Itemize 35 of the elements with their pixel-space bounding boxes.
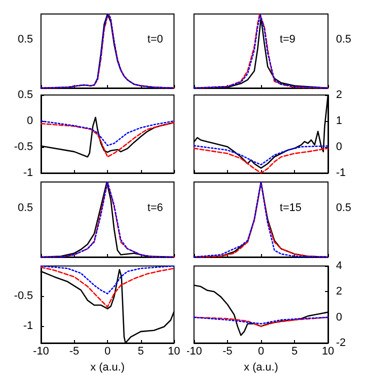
y-tick-label: -0.5: [14, 141, 33, 153]
line-series: [193, 145, 329, 166]
x-axis-title: x (a.u.): [244, 361, 278, 374]
annotation: t=15: [280, 202, 302, 214]
x-axis-title: x (a.u.): [90, 361, 125, 374]
x-tick-label: -10: [33, 346, 49, 358]
annotation: t=9: [280, 33, 296, 46]
line-series: [193, 316, 329, 324]
y-tick-label: 0.5: [18, 89, 33, 101]
line-series: [40, 266, 175, 308]
y-tick-label: -1: [23, 320, 33, 332]
x-tick-label: 5: [138, 346, 144, 358]
annotation: t=6: [147, 202, 164, 214]
line-series: [40, 265, 175, 294]
x-tick-label: -5: [69, 346, 80, 358]
y-tick-label: -1: [23, 167, 33, 179]
x-tick-label: -5: [222, 346, 232, 358]
y-tick-label: -2: [336, 337, 346, 349]
annotation: t=0: [147, 33, 164, 46]
y-tick-label: 0: [336, 311, 342, 324]
x-tick-label: 10: [322, 346, 334, 358]
y-tick-label: 4: [336, 260, 342, 272]
y-tick-label: -0.5: [14, 290, 33, 302]
y-tick-label: 1: [336, 115, 342, 127]
x-tick-label: 5: [291, 346, 298, 358]
line-series: [40, 268, 175, 344]
y-tick-label: 0: [336, 141, 342, 153]
y-tick-label: 2: [336, 286, 342, 298]
y-tick-label: 2: [336, 89, 342, 101]
x-tick-label: 10: [168, 346, 180, 358]
y-tick-label: 0: [26, 115, 33, 127]
x-tick-label: 0: [258, 346, 264, 358]
x-tick-label: 0: [104, 346, 111, 358]
y-tick-label: -1: [336, 167, 346, 179]
line-series: [40, 120, 175, 146]
